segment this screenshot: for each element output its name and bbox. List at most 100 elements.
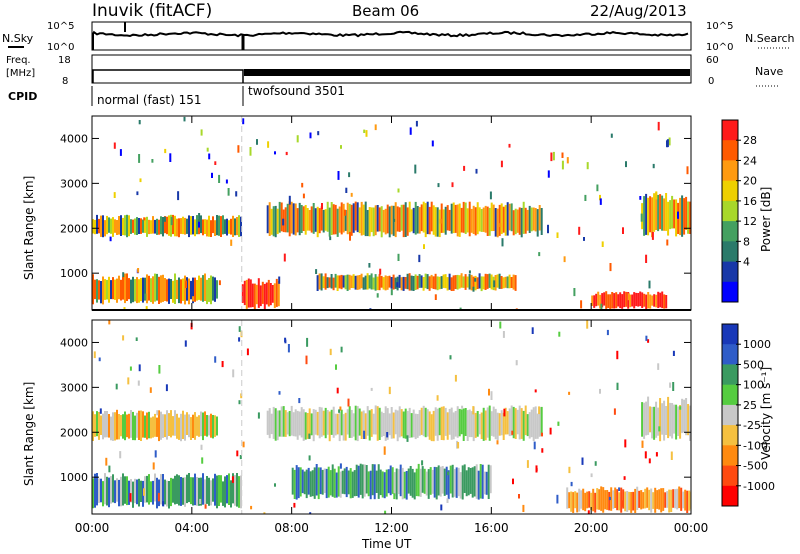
nsearch-tick-top: 10^5 — [706, 21, 733, 32]
echo-mark — [458, 408, 461, 437]
echo-mark — [134, 415, 136, 441]
echo-mark — [261, 281, 264, 304]
echo-mark — [421, 466, 424, 493]
echo-mark — [396, 206, 399, 232]
scatter-echo — [225, 179, 228, 184]
echo-mark — [319, 467, 322, 495]
echo-mark — [454, 411, 457, 437]
echo-mark — [266, 410, 269, 435]
echo-mark — [196, 215, 198, 235]
echo-mark — [330, 409, 333, 435]
scatter-echo — [627, 293, 630, 301]
echo-mark — [474, 412, 477, 438]
echo-mark — [416, 414, 419, 438]
scatter-echo — [496, 440, 499, 445]
echo-mark — [465, 470, 468, 497]
echo-mark — [360, 273, 363, 289]
echo-mark — [370, 409, 373, 437]
scatter-echo — [652, 163, 655, 169]
scatter-echo — [608, 496, 611, 501]
echo-mark — [518, 405, 521, 440]
echo-mark — [245, 279, 248, 309]
scatter-echo — [573, 288, 576, 297]
echo-mark — [566, 487, 569, 509]
scatter-echo — [347, 398, 350, 407]
echo-mark — [130, 279, 132, 304]
echo-mark — [647, 197, 650, 236]
echo-mark — [98, 218, 100, 234]
echo-mark — [482, 276, 485, 290]
echo-mark — [460, 409, 463, 435]
scatter-echo — [363, 129, 366, 133]
echo-mark — [568, 492, 571, 509]
echo-mark — [317, 467, 320, 500]
echo-mark — [290, 405, 293, 436]
echo-mark — [312, 203, 315, 234]
echo-mark — [100, 478, 102, 503]
echo-mark — [208, 278, 210, 302]
echo-mark — [406, 273, 409, 290]
echo-mark — [464, 408, 467, 436]
scatter-echo — [235, 191, 238, 197]
echo-mark — [142, 219, 144, 233]
echo-mark — [466, 410, 469, 441]
echo-mark — [182, 216, 184, 235]
scatter-echo — [200, 444, 203, 450]
echo-mark — [130, 479, 132, 503]
scatter-echo — [185, 280, 187, 288]
echo-mark — [480, 276, 483, 292]
echo-mark — [198, 477, 200, 506]
echo-mark — [655, 401, 658, 438]
echo-mark — [536, 413, 539, 439]
scatter-echo — [533, 441, 536, 450]
echo-mark — [152, 216, 154, 234]
echo-mark — [130, 219, 132, 234]
power-y-label: Slant Range [km] — [22, 176, 36, 280]
echo-mark — [348, 274, 351, 290]
echo-mark — [494, 275, 497, 291]
scatter-echo — [581, 457, 584, 465]
power-panel: 4000 3000 2000 1000 Slant Range [km] 28 24 20… — [22, 115, 773, 311]
power-colorbar: 28 24 20 16 12 8 4 — [721, 119, 757, 303]
echo-mark — [288, 201, 291, 237]
echo-mark — [176, 474, 178, 504]
scatter-echo — [211, 172, 213, 178]
echo-mark — [488, 273, 491, 288]
echo-mark — [208, 215, 210, 237]
echo-mark — [442, 209, 445, 233]
scatter-echo — [119, 149, 122, 156]
echo-mark — [188, 414, 190, 438]
scatter-echo — [162, 501, 165, 507]
scatter-echo — [568, 466, 571, 474]
echo-mark — [150, 481, 152, 503]
echo-mark — [140, 410, 142, 441]
echo-mark — [126, 273, 128, 301]
echo-mark — [578, 488, 581, 512]
echo-mark — [572, 492, 575, 513]
echo-mark — [232, 215, 234, 237]
echo-mark — [282, 406, 285, 437]
scatter-echo — [384, 510, 387, 514]
colorbar-tick-label: -1000 — [743, 480, 775, 493]
echo-mark — [424, 203, 427, 238]
echo-mark — [120, 476, 122, 507]
echo-mark — [100, 281, 102, 304]
echo-mark — [106, 476, 108, 506]
echo-mark — [534, 208, 537, 232]
echo-mark — [204, 273, 206, 301]
echo-mark — [423, 468, 426, 494]
scatter-echo — [129, 493, 132, 502]
scatter-echo — [368, 263, 371, 268]
echo-mark — [622, 489, 625, 509]
colorbar-tick-label: 16 — [743, 195, 757, 208]
echo-mark — [228, 473, 230, 505]
echo-mark — [422, 201, 425, 233]
echo-mark — [148, 219, 150, 235]
echo-mark — [304, 205, 307, 235]
scatter-echo — [621, 500, 624, 507]
echo-mark — [132, 481, 134, 508]
echo-mark — [650, 488, 653, 513]
scatter-echo — [370, 387, 373, 391]
scatter-echo — [239, 455, 242, 460]
echo-mark — [358, 275, 361, 290]
